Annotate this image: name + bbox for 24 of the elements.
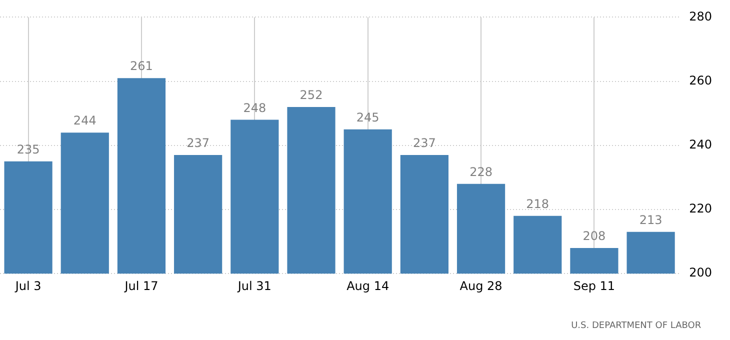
x-tick-label: Jul 3	[14, 278, 42, 293]
data-label: 235	[16, 142, 40, 157]
data-label: 237	[412, 136, 436, 150]
data-label: 252	[300, 88, 323, 102]
y-tick-label: 280	[689, 9, 712, 24]
x-tick-label: Aug 28	[460, 278, 502, 293]
y-tick-label: 260	[689, 73, 712, 88]
y-tick-label: 200	[689, 266, 712, 280]
data-label: 237	[186, 136, 210, 150]
text: U.S. DEPARTMENT OF LABOR	[571, 320, 702, 331]
x-tick-label: Jul 17	[124, 278, 158, 293]
y-tick-label: 240	[689, 138, 712, 152]
x-tick-label: Jul 31	[236, 278, 272, 293]
y-tick-label: 220	[689, 202, 712, 216]
data-label: 228	[470, 164, 492, 179]
x-tick-label: Aug 14	[346, 278, 390, 293]
data-label: 244	[73, 114, 96, 128]
data-label: 218	[526, 197, 550, 212]
data-label: 208	[582, 229, 606, 244]
x-tick-label: Sep 11	[573, 278, 616, 293]
data-label: 245	[356, 110, 380, 124]
data-label: 261	[130, 59, 153, 74]
data-label: 213	[639, 213, 662, 228]
data-label: 248	[243, 100, 266, 115]
